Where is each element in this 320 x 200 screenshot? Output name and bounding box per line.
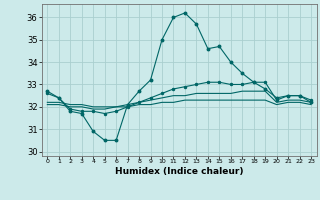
- X-axis label: Humidex (Indice chaleur): Humidex (Indice chaleur): [115, 167, 244, 176]
